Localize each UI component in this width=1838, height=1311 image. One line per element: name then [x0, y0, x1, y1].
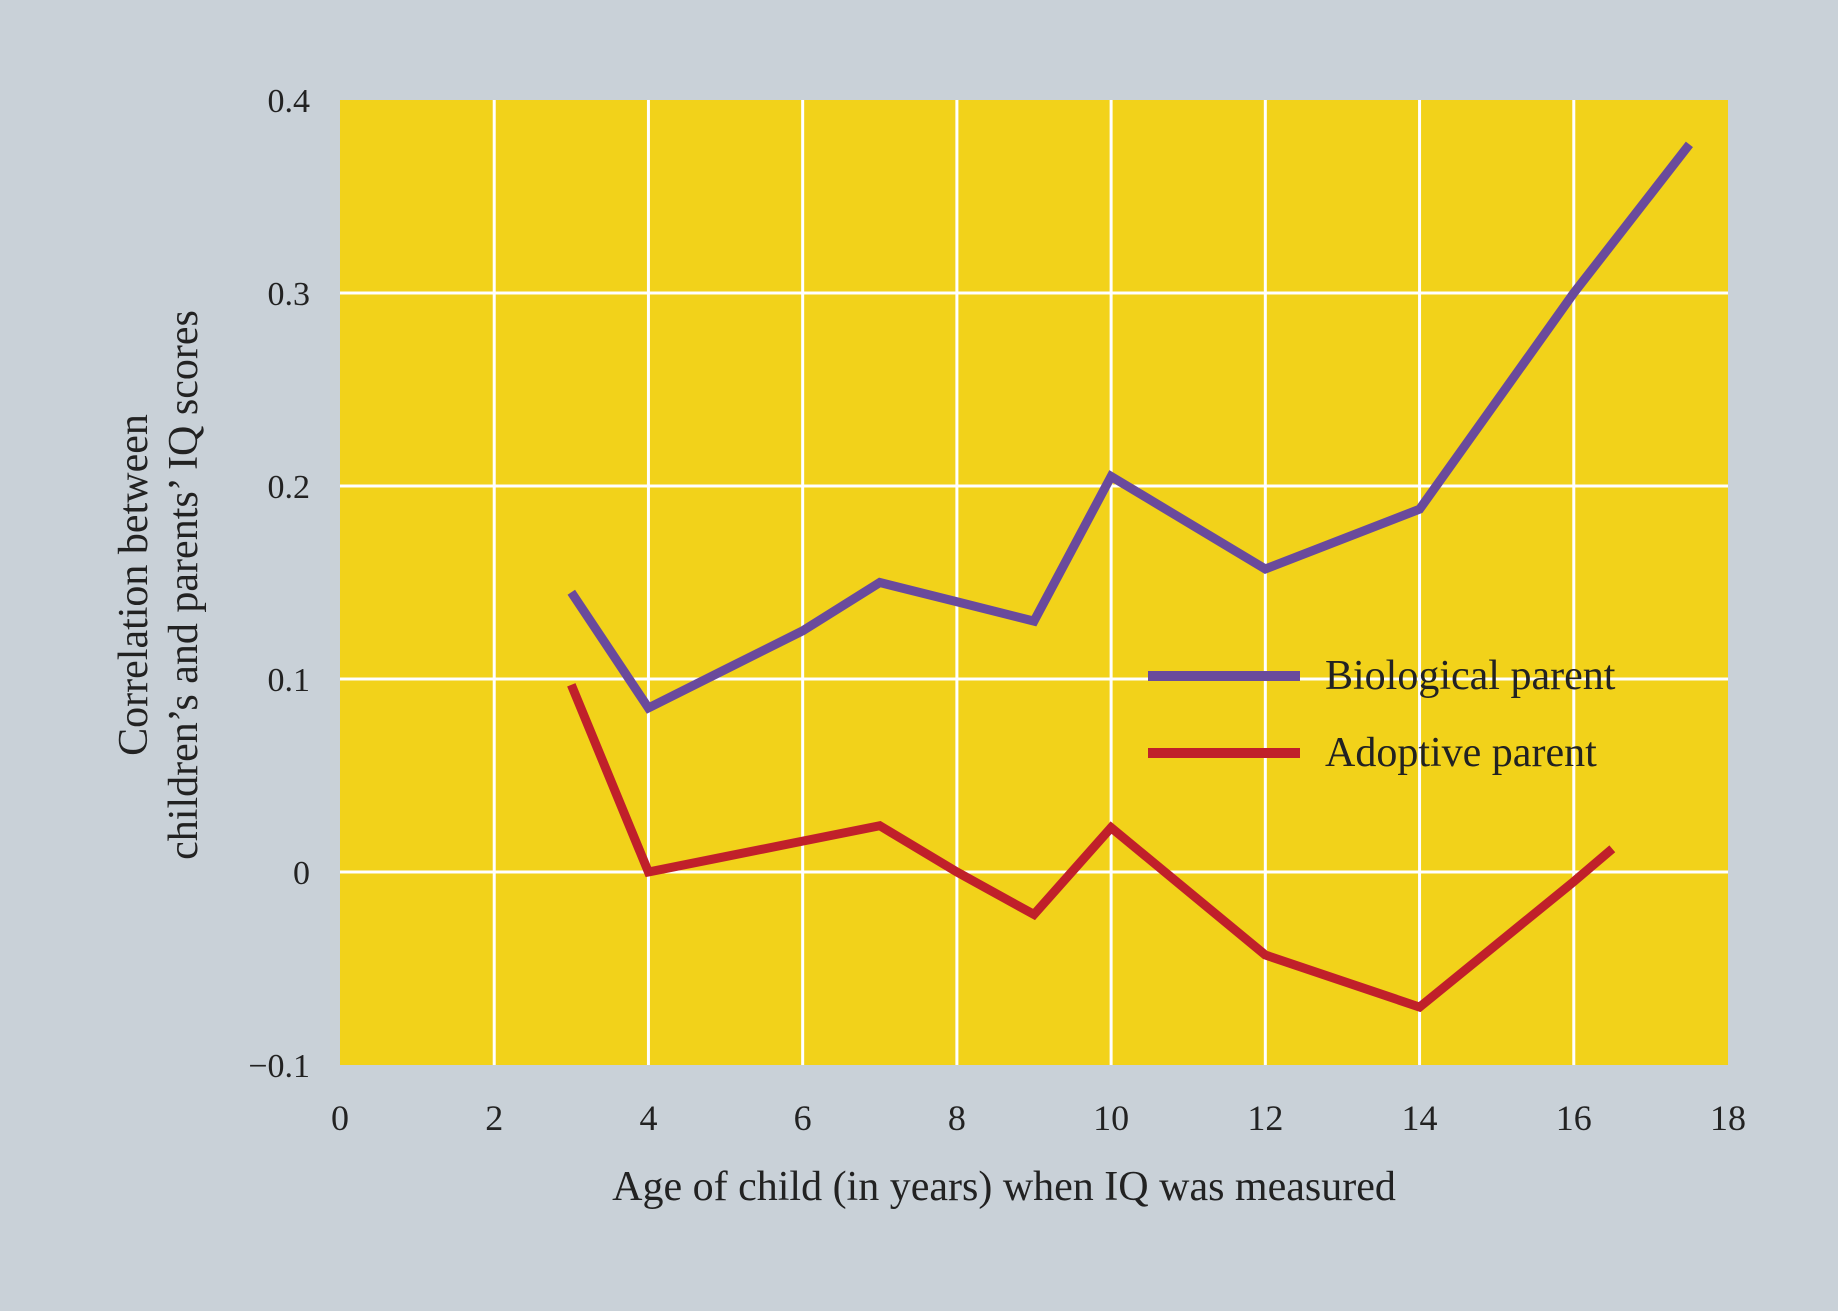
- y-tick-label: 0.3: [268, 276, 311, 313]
- y-tick-label: 0.4: [268, 83, 311, 120]
- x-tick-label: 8: [948, 1098, 966, 1138]
- x-tick-labels: 0 2 4 6 8 10 12 14 16 18: [331, 1098, 1746, 1138]
- legend-label: Biological parent: [1325, 653, 1616, 699]
- grid-horizontal: [340, 291, 1728, 874]
- y-tick-labels: −0.1 0 0.1 0.2 0.3 0.4: [248, 83, 310, 1085]
- x-tick-label: 18: [1710, 1098, 1746, 1138]
- y-axis-label-line-2: children’s and parents’ IQ scores: [161, 310, 207, 860]
- series-layer: [567, 141, 1693, 1013]
- y-axis-label: Correlation between children’s and paren…: [111, 310, 207, 860]
- legend: Biological parent Adoptive parent: [1148, 653, 1616, 776]
- series-line-adoptive-parent: [567, 683, 1616, 1013]
- plot-area: [340, 100, 1728, 1065]
- x-tick-label: 14: [1402, 1098, 1438, 1138]
- x-tick-label: 2: [485, 1098, 503, 1138]
- y-tick-label: 0: [293, 855, 310, 892]
- grid-vertical: [492, 100, 1576, 1065]
- y-tick-label: 0.1: [268, 662, 311, 699]
- x-axis-label: Age of child (in years) when IQ was meas…: [612, 1164, 1396, 1210]
- x-tick-label: 10: [1093, 1098, 1129, 1138]
- x-tick-label: 12: [1247, 1098, 1283, 1138]
- y-tick-label: −0.1: [248, 1048, 310, 1085]
- x-tick-label: 16: [1556, 1098, 1592, 1138]
- x-tick-label: 6: [794, 1098, 812, 1138]
- y-tick-label: 0.2: [268, 469, 311, 506]
- x-tick-label: 4: [639, 1098, 657, 1138]
- y-axis-label-line-1: Correlation between: [111, 414, 157, 756]
- legend-label: Adoptive parent: [1325, 730, 1597, 776]
- x-tick-label: 0: [331, 1098, 349, 1138]
- series-line-biological-parent: [567, 141, 1693, 714]
